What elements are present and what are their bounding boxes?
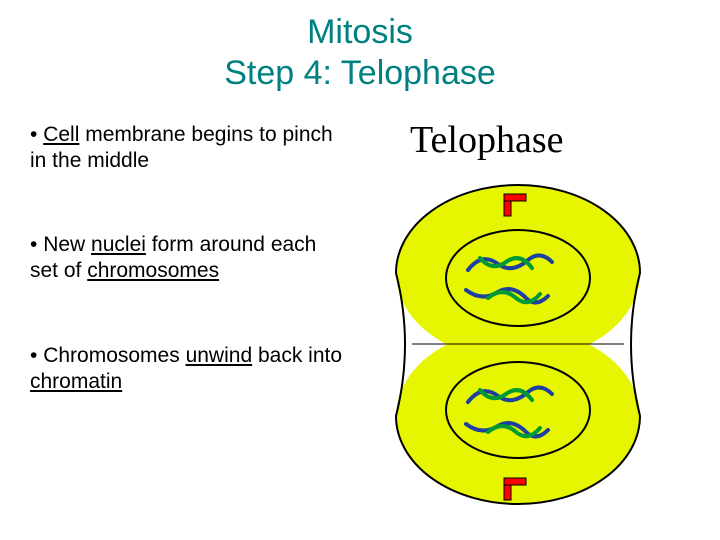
title-line-2: Step 4: Telophase [0,53,720,94]
bullet-text: New [43,233,91,256]
bullet-dot: • [30,123,43,146]
bullet-item: • Cell membrane begins to pinch in the m… [30,122,350,175]
bullet-list: • Cell membrane begins to pinch in the m… [0,122,360,454]
bullet-text: chromatin [30,370,122,393]
title-line-1: Mitosis [0,12,720,53]
content-area: • Cell membrane begins to pinch in the m… [0,122,720,454]
bullet-text: Chromosomes [43,344,185,367]
telophase-diagram [388,178,648,508]
slide-title: Mitosis Step 4: Telophase [0,0,720,94]
bullet-text: back into [252,344,342,367]
bullet-text: Cell [43,123,79,146]
bullet-item: • Chromosomes unwind back into chromatin [30,343,350,396]
bullet-text: nuclei [91,233,146,256]
diagram-column: Telophase [360,122,720,454]
bullet-item: • New nuclei form around each set of chr… [30,232,350,285]
bullet-text: chromosomes [87,259,219,282]
bullet-dot: • [30,344,43,367]
bullet-text: unwind [186,344,253,367]
diagram-label: Telophase [410,118,564,162]
bullet-dot: • [30,233,43,256]
